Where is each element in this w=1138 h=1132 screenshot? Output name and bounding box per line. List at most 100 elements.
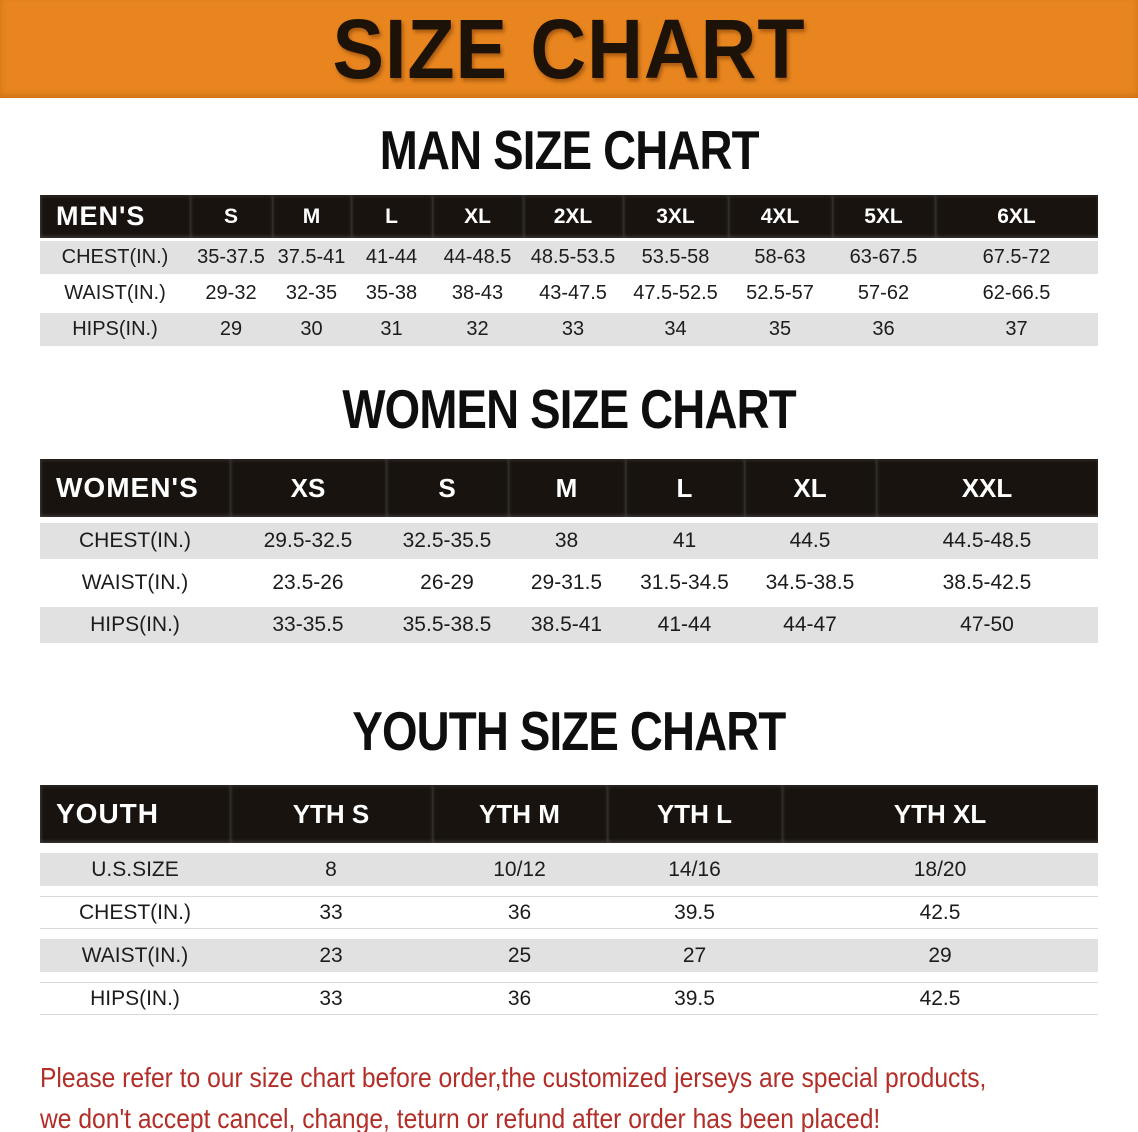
youth-chest-row: CHEST(IN.) 33 36 39.5 42.5 — [40, 896, 1098, 929]
size-cell: 35-37.5 — [190, 241, 272, 274]
youth-section-heading: YOUTH SIZE CHART — [0, 700, 1138, 762]
row-label: U.S.SIZE — [40, 853, 230, 886]
youth-col-header: YTH S — [230, 785, 432, 843]
size-cell: 30 — [272, 313, 351, 346]
men-waist-row: WAIST(IN.) 29-32 32-35 35-38 38-43 43-47… — [40, 277, 1098, 310]
size-cell: 53.5-58 — [623, 241, 728, 274]
youth-table-title: YOUTH — [40, 785, 230, 843]
women-table-title: WOMEN'S — [40, 459, 230, 517]
size-cell: 48.5-53.5 — [523, 241, 623, 274]
size-cell: 36 — [432, 896, 607, 929]
size-cell: 47.5-52.5 — [623, 277, 728, 310]
disclaimer: Please refer to our size chart before or… — [40, 1057, 1138, 1132]
size-cell: 38.5-42.5 — [876, 565, 1098, 601]
size-cell: 35.5-38.5 — [386, 607, 508, 643]
women-chest-row: CHEST(IN.) 29.5-32.5 32.5-35.5 38 41 44.… — [40, 523, 1098, 559]
women-col-header: L — [625, 459, 744, 517]
size-cell: 41-44 — [625, 607, 744, 643]
men-col-header: S — [190, 195, 272, 238]
men-header-row: MEN'S S M L XL 2XL 3XL 4XL 5XL 6XL — [40, 195, 1098, 238]
size-cell: 23.5-26 — [230, 565, 386, 601]
men-col-header: M — [272, 195, 351, 238]
row-label: CHEST(IN.) — [40, 241, 190, 274]
size-cell: 67.5-72 — [935, 241, 1098, 274]
men-col-header: XL — [432, 195, 523, 238]
size-cell: 33 — [230, 982, 432, 1015]
size-cell: 58-63 — [728, 241, 832, 274]
size-cell: 34.5-38.5 — [744, 565, 876, 601]
size-cell: 42.5 — [782, 982, 1098, 1015]
size-cell: 29-31.5 — [508, 565, 625, 601]
women-col-header: XL — [744, 459, 876, 517]
size-cell: 29.5-32.5 — [230, 523, 386, 559]
size-cell: 47-50 — [876, 607, 1098, 643]
size-cell: 57-62 — [832, 277, 935, 310]
size-cell: 38-43 — [432, 277, 523, 310]
size-cell: 18/20 — [782, 853, 1098, 886]
size-cell: 63-67.5 — [832, 241, 935, 274]
men-col-header: 2XL — [523, 195, 623, 238]
size-cell: 44-48.5 — [432, 241, 523, 274]
size-cell: 35-38 — [351, 277, 432, 310]
size-cell: 31 — [351, 313, 432, 346]
youth-col-header: YTH XL — [782, 785, 1098, 843]
size-cell: 36 — [432, 982, 607, 1015]
men-section-heading: MAN SIZE CHART — [0, 119, 1138, 181]
banner: SIZE CHART — [0, 0, 1138, 98]
size-cell: 44.5 — [744, 523, 876, 559]
women-col-header: XXL — [876, 459, 1098, 517]
size-cell: 36 — [832, 313, 935, 346]
size-cell: 41-44 — [351, 241, 432, 274]
women-section-heading: WOMEN SIZE CHART — [0, 378, 1138, 440]
size-cell: 35 — [728, 313, 832, 346]
youth-heading-text: YOUTH SIZE CHART — [352, 700, 786, 762]
size-cell: 33-35.5 — [230, 607, 386, 643]
size-cell: 38.5-41 — [508, 607, 625, 643]
youth-col-header: YTH L — [607, 785, 782, 843]
size-cell: 29 — [190, 313, 272, 346]
size-cell: 32 — [432, 313, 523, 346]
size-cell: 34 — [623, 313, 728, 346]
size-cell: 33 — [230, 896, 432, 929]
men-hips-row: HIPS(IN.) 29 30 31 32 33 34 35 36 37 — [40, 313, 1098, 346]
women-heading-text: WOMEN SIZE CHART — [342, 378, 796, 440]
women-col-header: M — [508, 459, 625, 517]
women-hips-row: HIPS(IN.) 33-35.5 35.5-38.5 38.5-41 41-4… — [40, 607, 1098, 643]
size-cell: 23 — [230, 939, 432, 972]
size-cell: 44-47 — [744, 607, 876, 643]
size-cell: 29 — [782, 939, 1098, 972]
disclaimer-line-2: we don't accept cancel, change, teturn o… — [40, 1103, 881, 1132]
size-cell: 62-66.5 — [935, 277, 1098, 310]
size-cell: 29-32 — [190, 277, 272, 310]
row-label: HIPS(IN.) — [40, 607, 230, 643]
row-label: HIPS(IN.) — [40, 982, 230, 1015]
size-cell: 41 — [625, 523, 744, 559]
size-cell: 38 — [508, 523, 625, 559]
men-col-header: 4XL — [728, 195, 832, 238]
size-cell: 25 — [432, 939, 607, 972]
men-col-header: L — [351, 195, 432, 238]
men-col-header: 3XL — [623, 195, 728, 238]
youth-ussize-row: U.S.SIZE 8 10/12 14/16 18/20 — [40, 853, 1098, 886]
row-label: CHEST(IN.) — [40, 523, 230, 559]
size-cell: 39.5 — [607, 896, 782, 929]
women-header-row: WOMEN'S XS S M L XL XXL — [40, 459, 1098, 517]
size-cell: 52.5-57 — [728, 277, 832, 310]
women-waist-row: WAIST(IN.) 23.5-26 26-29 29-31.5 31.5-34… — [40, 565, 1098, 601]
size-cell: 14/16 — [607, 853, 782, 886]
women-col-header: XS — [230, 459, 386, 517]
men-table-title: MEN'S — [40, 195, 190, 238]
men-chest-row: CHEST(IN.) 35-37.5 37.5-41 41-44 44-48.5… — [40, 241, 1098, 274]
size-cell: 43-47.5 — [523, 277, 623, 310]
men-col-header: 5XL — [832, 195, 935, 238]
size-cell: 26-29 — [386, 565, 508, 601]
men-heading-text: MAN SIZE CHART — [379, 119, 760, 181]
disclaimer-line-1: Please refer to our size chart before or… — [40, 1062, 987, 1093]
size-cell: 42.5 — [782, 896, 1098, 929]
size-cell: 32.5-35.5 — [386, 523, 508, 559]
size-cell: 33 — [523, 313, 623, 346]
size-cell: 39.5 — [607, 982, 782, 1015]
youth-size-table: YOUTH YTH S YTH M YTH L YTH XL U.S.SIZE … — [40, 775, 1098, 1025]
women-col-header: S — [386, 459, 508, 517]
men-size-table: MEN'S S M L XL 2XL 3XL 4XL 5XL 6XL CHEST… — [40, 192, 1098, 349]
